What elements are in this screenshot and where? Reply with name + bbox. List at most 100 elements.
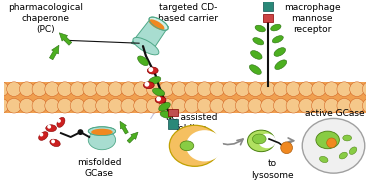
Circle shape — [299, 98, 313, 113]
Circle shape — [248, 82, 263, 96]
Circle shape — [7, 82, 21, 96]
Text: to
lysosome: to lysosome — [250, 160, 293, 180]
Circle shape — [57, 98, 72, 113]
Ellipse shape — [248, 130, 275, 152]
Circle shape — [95, 98, 110, 113]
Circle shape — [70, 82, 85, 96]
Ellipse shape — [144, 82, 154, 89]
Circle shape — [223, 98, 237, 113]
Text: in ER: in ER — [180, 131, 204, 140]
Ellipse shape — [88, 127, 115, 136]
Ellipse shape — [274, 48, 286, 56]
Text: PC assisted
folding: PC assisted folding — [166, 113, 218, 133]
Circle shape — [19, 82, 34, 96]
Circle shape — [108, 98, 123, 113]
Ellipse shape — [275, 60, 287, 70]
Circle shape — [144, 82, 149, 87]
Ellipse shape — [258, 134, 276, 148]
Ellipse shape — [272, 36, 283, 43]
Circle shape — [134, 82, 148, 96]
Circle shape — [7, 98, 21, 113]
Circle shape — [286, 98, 301, 113]
Circle shape — [273, 82, 288, 96]
Ellipse shape — [133, 37, 159, 55]
Circle shape — [83, 82, 98, 96]
Ellipse shape — [349, 147, 357, 154]
Ellipse shape — [343, 135, 352, 141]
Circle shape — [19, 98, 34, 113]
Polygon shape — [127, 132, 138, 143]
Circle shape — [362, 98, 370, 113]
Bar — [168, 109, 178, 116]
Circle shape — [185, 98, 199, 113]
Ellipse shape — [271, 24, 281, 31]
Circle shape — [45, 98, 60, 113]
Circle shape — [235, 82, 250, 96]
Ellipse shape — [252, 134, 266, 144]
Ellipse shape — [147, 67, 158, 74]
Bar — [4, 82, 366, 113]
Circle shape — [337, 98, 351, 113]
Circle shape — [70, 98, 85, 113]
Circle shape — [0, 98, 9, 113]
Circle shape — [172, 98, 186, 113]
Circle shape — [312, 98, 326, 113]
Ellipse shape — [319, 156, 328, 163]
Text: pharmacological
chaperone
(PC): pharmacological chaperone (PC) — [8, 3, 83, 34]
Circle shape — [235, 98, 250, 113]
Ellipse shape — [152, 88, 165, 96]
Circle shape — [32, 98, 47, 113]
Ellipse shape — [159, 102, 170, 111]
Ellipse shape — [253, 38, 264, 45]
Circle shape — [324, 82, 339, 96]
Circle shape — [121, 82, 136, 96]
Circle shape — [159, 98, 174, 113]
Polygon shape — [131, 21, 168, 50]
Ellipse shape — [57, 117, 65, 127]
Circle shape — [312, 82, 326, 96]
Ellipse shape — [50, 139, 60, 146]
Circle shape — [210, 82, 225, 96]
Ellipse shape — [88, 130, 115, 150]
Ellipse shape — [255, 25, 265, 32]
Circle shape — [324, 98, 339, 113]
Circle shape — [32, 82, 47, 96]
Ellipse shape — [180, 141, 194, 151]
Circle shape — [0, 82, 9, 96]
Circle shape — [350, 82, 364, 96]
Ellipse shape — [339, 152, 347, 159]
Text: misfolded
GCase: misfolded GCase — [77, 157, 121, 178]
Circle shape — [83, 98, 98, 113]
Circle shape — [286, 82, 301, 96]
Circle shape — [299, 82, 313, 96]
Circle shape — [223, 82, 237, 96]
Circle shape — [172, 82, 186, 96]
Circle shape — [248, 98, 263, 113]
Circle shape — [134, 98, 148, 113]
Circle shape — [78, 129, 83, 135]
Bar — [263, 14, 273, 22]
Circle shape — [159, 82, 174, 96]
Circle shape — [261, 98, 275, 113]
Ellipse shape — [169, 125, 220, 166]
Ellipse shape — [155, 96, 166, 103]
Circle shape — [147, 98, 161, 113]
Ellipse shape — [316, 131, 339, 149]
Ellipse shape — [249, 65, 261, 74]
Circle shape — [362, 82, 370, 96]
Polygon shape — [120, 121, 128, 134]
Text: macrophage
mannose
receptor: macrophage mannose receptor — [284, 3, 340, 34]
Ellipse shape — [160, 111, 173, 118]
Circle shape — [197, 82, 212, 96]
Ellipse shape — [302, 119, 365, 173]
Ellipse shape — [46, 125, 57, 132]
Ellipse shape — [138, 56, 148, 66]
Circle shape — [121, 98, 136, 113]
Circle shape — [337, 82, 351, 96]
Circle shape — [261, 82, 275, 96]
Circle shape — [57, 119, 61, 123]
Circle shape — [156, 96, 161, 101]
Circle shape — [45, 82, 60, 96]
Circle shape — [95, 82, 110, 96]
Ellipse shape — [250, 51, 262, 59]
